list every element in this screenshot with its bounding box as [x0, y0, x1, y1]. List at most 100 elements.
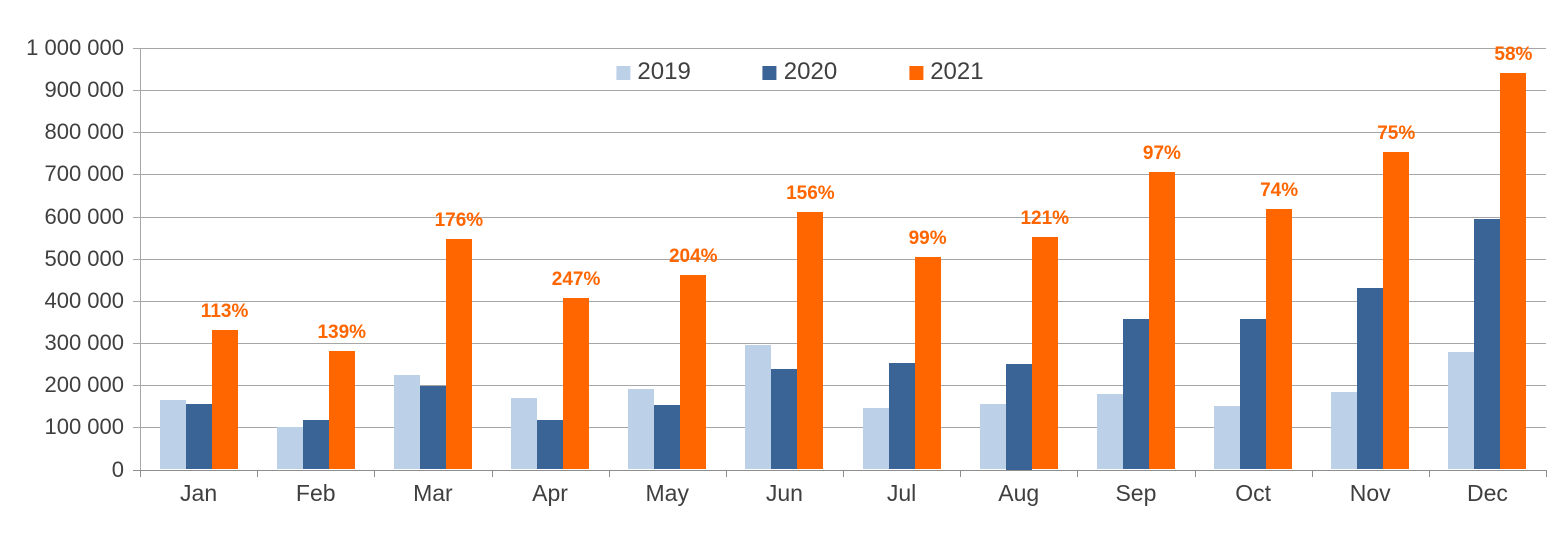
bar-2021-nov	[1383, 152, 1410, 470]
bar-2020-sep	[1122, 318, 1149, 470]
bar-2019-may	[628, 389, 655, 470]
legend-item-2021: 2021	[909, 58, 984, 85]
y-gridline	[133, 90, 1546, 92]
y-axis-tick-label: 600 000	[44, 203, 124, 229]
x-axis-label-nov: Nov	[1349, 479, 1391, 506]
y-gridline	[133, 132, 1546, 134]
x-axis-tick	[843, 469, 844, 477]
bar-2021-mar	[445, 238, 472, 470]
bar-2021-sep	[1148, 172, 1175, 470]
x-axis-tick	[960, 469, 962, 477]
x-axis-label-feb: Feb	[295, 479, 336, 506]
x-axis-label-jan: Jan	[180, 479, 218, 506]
y-axis-tick-label: 1 000 000	[26, 35, 124, 60]
x-axis-tick	[491, 469, 493, 477]
y-axis-tick-label: 500 000	[44, 245, 124, 271]
bar-2020-mar	[419, 386, 446, 470]
bar-2020-apr	[537, 420, 564, 470]
bar-2021-may	[680, 274, 707, 470]
growth-label-oct: 74%	[1260, 179, 1299, 201]
y-gridline	[133, 300, 1546, 302]
growth-label-aug: 121%	[1020, 207, 1070, 229]
x-axis-tick	[1194, 469, 1196, 477]
x-axis-tick	[725, 469, 727, 477]
bar-2021-jun	[797, 211, 824, 470]
y-gridline	[133, 216, 1546, 218]
growth-label-jun: 156%	[786, 182, 835, 204]
bar-2020-jul	[888, 362, 915, 470]
chart-legend: 2019 2020 2021	[616, 58, 984, 85]
x-axis-label-apr: Apr	[532, 479, 568, 506]
x-axis-tick	[1546, 469, 1547, 477]
x-axis-tick	[140, 469, 141, 477]
y-gridline	[133, 385, 1546, 387]
x-axis-tick	[1311, 469, 1313, 477]
x-axis-label-dec: Dec	[1466, 479, 1508, 506]
bar-2021-feb	[328, 350, 355, 470]
bar-2020-oct	[1240, 319, 1267, 470]
bar-2019-sep	[1096, 393, 1123, 470]
growth-label-jul: 99%	[908, 228, 947, 250]
x-axis-label-oct: Oct	[1235, 479, 1271, 506]
growth-label-nov: 75%	[1377, 123, 1416, 145]
legend-label-2019: 2019	[637, 58, 691, 85]
x-axis-label-jun: Jun	[765, 479, 803, 506]
x-axis-tick	[608, 469, 610, 477]
x-axis-label-jul: Jul	[886, 479, 917, 506]
x-axis-line	[133, 469, 1546, 471]
bar-2021-dec	[1500, 73, 1527, 470]
bar-2019-apr	[511, 397, 538, 470]
bar-2020-may	[654, 405, 681, 470]
x-axis-tick	[374, 469, 376, 477]
bar-2021-aug	[1031, 236, 1058, 470]
x-axis-label-aug: Aug	[998, 479, 1040, 506]
y-gridline	[133, 343, 1546, 345]
y-axis-tick-label: 200 000	[44, 372, 124, 398]
bar-2019-mar	[393, 374, 420, 470]
x-axis-label-sep: Sep	[1115, 479, 1157, 506]
y-gridline	[133, 48, 1546, 49]
legend-label-2020: 2020	[783, 58, 838, 85]
bar-2019-nov	[1331, 392, 1358, 470]
growth-label-mar: 176%	[434, 209, 484, 231]
growth-label-may: 204%	[668, 245, 718, 267]
bar-2019-jun	[745, 345, 772, 470]
bar-2020-jan	[185, 404, 212, 470]
bar-2019-dec	[1448, 352, 1475, 470]
x-axis-tick	[1428, 469, 1430, 477]
y-axis-tick-label: 300 000	[44, 330, 124, 356]
y-gridline	[133, 174, 1546, 176]
x-axis-tick	[1077, 469, 1079, 477]
legend-label-2021: 2021	[930, 58, 984, 85]
bar-2019-oct	[1214, 406, 1241, 470]
x-axis-label-may: May	[645, 479, 689, 506]
y-gridline	[133, 258, 1546, 260]
growth-label-sep: 97%	[1142, 143, 1181, 165]
bar-2020-dec	[1474, 218, 1501, 470]
growth-label-feb: 139%	[317, 321, 367, 343]
bar-2019-aug	[979, 403, 1006, 470]
y-axis-tick-label: 800 000	[44, 119, 124, 145]
bar-2020-aug	[1005, 364, 1032, 470]
y-axis-line	[140, 48, 141, 477]
y-axis-tick-label: 900 000	[44, 77, 124, 103]
bar-2020-feb	[302, 419, 329, 470]
legend-item-2019: 2019	[616, 58, 691, 85]
x-axis-tick	[257, 469, 259, 477]
legend-swatch-2019	[616, 66, 631, 80]
y-axis-tick-label: 700 000	[44, 161, 124, 187]
growth-label-apr: 247%	[551, 269, 601, 291]
bar-2021-jul	[914, 257, 941, 470]
y-gridline	[133, 427, 1546, 429]
growth-label-jan: 113%	[200, 301, 249, 323]
growth-label-dec: 58%	[1494, 44, 1533, 66]
bar-2021-jan	[211, 330, 238, 470]
bar-2019-jul	[862, 408, 889, 470]
bar-2021-oct	[1266, 208, 1293, 470]
legend-swatch-2020	[762, 66, 777, 80]
bar-2019-jan	[159, 399, 186, 470]
y-axis-tick-label: 400 000	[44, 287, 124, 313]
x-axis-label-mar: Mar	[413, 479, 453, 506]
bar-2021-apr	[563, 298, 590, 470]
